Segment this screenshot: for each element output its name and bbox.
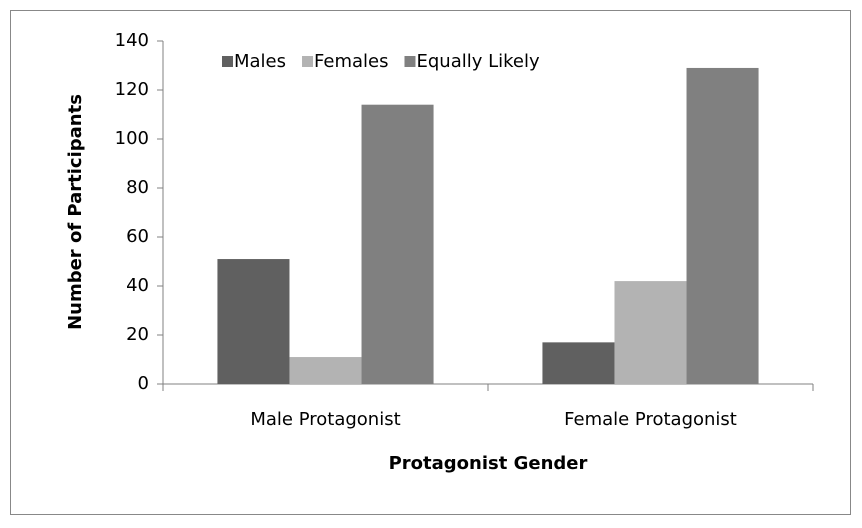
legend-swatch	[222, 56, 233, 67]
y-tick-label: 20	[126, 324, 149, 345]
y-tick-label: 120	[115, 79, 149, 100]
legend-label: Females	[314, 51, 388, 72]
y-tick-label: 0	[138, 373, 149, 394]
bar	[217, 259, 290, 384]
y-tick-label: 80	[126, 177, 149, 198]
y-tick-label: 60	[126, 226, 149, 247]
x-tick-label: Male Protagonist	[250, 409, 400, 430]
bar	[289, 357, 362, 384]
bar	[542, 342, 615, 384]
bar	[361, 104, 434, 384]
y-axis-label: Number of Participants	[65, 94, 86, 330]
y-tick-label: 140	[115, 30, 149, 51]
legend-swatch	[404, 56, 416, 67]
legend-label: Males	[234, 51, 286, 72]
y-tick-label: 100	[115, 128, 149, 149]
bar	[686, 67, 759, 384]
legend-label: Equally Likely	[416, 51, 540, 72]
x-tick-label: Female Protagonist	[564, 409, 737, 430]
x-axis-label: Protagonist Gender	[389, 453, 588, 474]
bar	[614, 281, 687, 384]
legend-swatch	[302, 56, 314, 67]
y-tick-label: 40	[126, 275, 149, 296]
